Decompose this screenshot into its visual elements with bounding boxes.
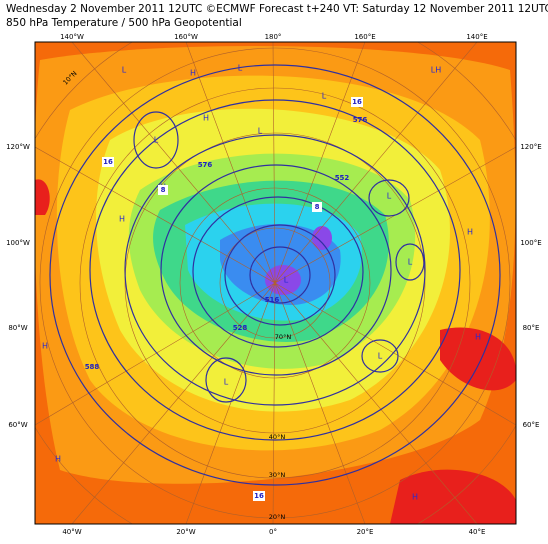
top-label: 160°W (174, 33, 198, 41)
pressure-center: L (378, 352, 383, 361)
contour-label: 16 (352, 98, 362, 106)
subtitle: 850 hPa Temperature / 500 hPa Geopotenti… (6, 17, 242, 29)
pressure-center: H (55, 455, 61, 464)
left-label: 100°W (6, 239, 30, 247)
lat-label: 20°N (269, 513, 286, 521)
contour-label: 576 (353, 116, 368, 124)
lat-label: 30°N (269, 471, 286, 479)
title: Wednesday 2 November 2011 12UTC ©ECMWF F… (6, 3, 548, 15)
right-label: 100°E (520, 239, 541, 247)
pressure-center: L (387, 192, 392, 201)
contour-label: 552 (335, 174, 350, 182)
top-label: 160°E (354, 33, 375, 41)
contour-label: 588 (85, 363, 100, 371)
left-label: 120°W (6, 143, 30, 151)
pressure-center: L (284, 276, 289, 285)
top-label: 140°E (466, 33, 487, 41)
bottom-label: 0° (269, 528, 277, 536)
right-label: 120°E (520, 143, 541, 151)
contour-label: 8 (161, 186, 166, 194)
contour-label: 16 (254, 492, 264, 500)
temp-zone (220, 223, 341, 305)
pressure-center: LH (431, 66, 441, 75)
temp-zone (390, 469, 516, 524)
top-label: 140°W (60, 33, 84, 41)
right-label: 80°E (523, 324, 540, 332)
bottom-label: 20°W (176, 528, 195, 536)
contour-label: 8 (315, 203, 320, 211)
right-label: 60°E (523, 421, 540, 429)
contour-label: 528 (233, 324, 248, 332)
temp-zone (312, 226, 332, 250)
contour-label: 576 (198, 161, 213, 169)
pressure-center: H (42, 342, 48, 351)
temp-zone (265, 265, 301, 295)
contour-labels: 16 16 16 8 8 576 552 576 528 516 588 (85, 97, 368, 501)
pressure-center: H (203, 114, 209, 123)
contour-label: 16 (103, 158, 113, 166)
left-label: 80°W (8, 324, 27, 332)
pressure-center: H (119, 215, 125, 224)
bottom-label: 40°W (62, 528, 81, 536)
frame-labels: 140°W 160°W 180° 160°E 140°E 40°W 20°W 0… (6, 33, 542, 536)
map-frame (34, 41, 517, 525)
pressure-center: L (408, 258, 413, 267)
pressure-center: L (238, 64, 243, 73)
pressure-center: L (224, 378, 229, 387)
map-area: L L H L H L H L H L L L H H L L H H H LH… (35, 42, 516, 524)
bottom-label: 20°E (357, 528, 374, 536)
lat-label: 40°N (269, 433, 286, 441)
left-label: 60°W (8, 421, 27, 429)
pressure-center: H (190, 69, 196, 78)
pressure-center: L (122, 66, 127, 75)
bottom-label: 40°E (469, 528, 486, 536)
pressure-center: L (154, 136, 159, 145)
pressure-center: H (412, 493, 418, 502)
pressure-center: H (467, 228, 473, 237)
temp-zone (35, 179, 50, 215)
geopotential-contours (49, 64, 501, 486)
contour-label: 516 (265, 296, 280, 304)
lat-label: 70°N (275, 333, 292, 341)
graticule (35, 42, 516, 524)
pressure-center: L (258, 127, 263, 136)
pressure-center: L (322, 92, 327, 101)
temp-zone (440, 327, 516, 391)
top-label: 180° (265, 33, 282, 41)
pressure-center: H (475, 333, 481, 342)
